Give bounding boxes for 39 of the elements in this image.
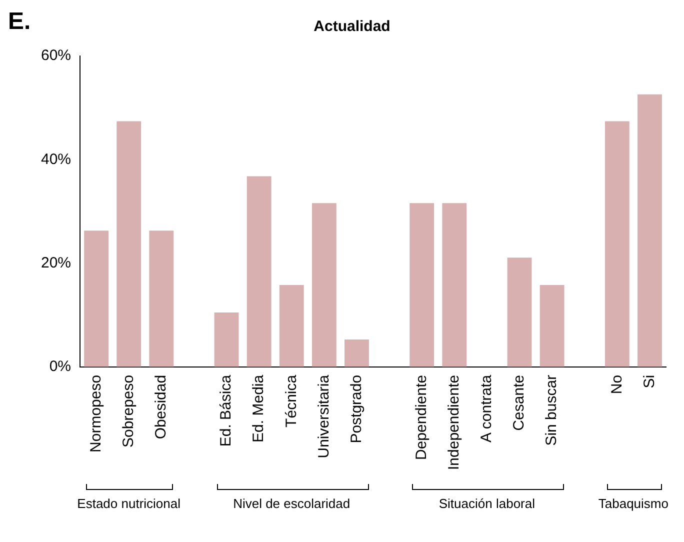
x-tick-label: Cesante [510,374,528,431]
bar [84,230,109,367]
text: Nivel de escolaridad [232,496,352,511]
x-tick-label: Independiente [446,374,463,470]
x-tick-label: Ed. Media [250,374,268,442]
x-tick-label: Ed. Básica [218,374,235,447]
x-tick-label: Dependiente [412,374,430,460]
x-tick-label: Universitaria [315,374,332,458]
bar [246,176,272,367]
y-tick-label: 20% [40,254,72,272]
bar [638,94,662,367]
text: Situación laboral [438,496,536,511]
x-tick-label: Postgrado [348,374,365,444]
bar [507,258,532,367]
text: Estado nutricional [76,496,182,511]
y-tick-label: 60% [40,47,72,64]
y-tick-label: 40% [40,150,72,168]
bar [540,285,564,367]
bar [116,121,142,367]
bar [279,285,304,367]
x-tick-label: A contrata [478,374,496,442]
bar [344,339,369,367]
x-tick-label: Si [640,374,658,388]
bar [604,121,630,367]
x-tick-label: Técnica [282,374,300,428]
x-tick-label: Sobrepeso [120,374,137,448]
bar [442,203,467,367]
x-tick-label: Normopeso [87,374,104,452]
bar [149,230,174,367]
x-tick-label: Sin buscar [543,374,560,446]
y-tick-label: 0% [49,358,72,376]
bar [214,312,239,367]
x-tick-label: No [608,374,626,394]
x-tick-label: Obesidad [152,374,170,440]
text: E. [8,8,31,36]
bar [312,203,336,367]
chart-title: Actualidad [314,18,390,36]
text: Tabaquismo [597,496,670,511]
bar [410,203,434,367]
